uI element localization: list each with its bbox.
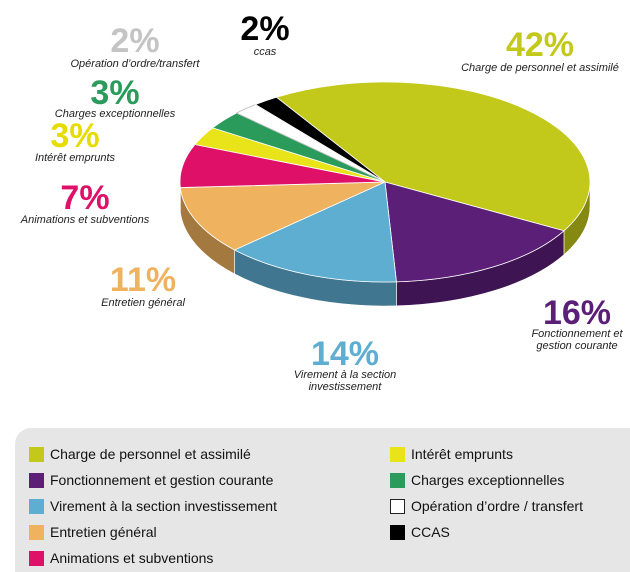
value-label: 2% bbox=[110, 22, 160, 60]
legend-item: Entretien général bbox=[29, 524, 157, 540]
slice-label: Intérêt emprunts bbox=[34, 152, 116, 164]
slice bbox=[254, 96, 386, 183]
slice-label: Fonctionnement et gestion courante bbox=[531, 328, 623, 352]
legend-swatch bbox=[29, 498, 44, 514]
legend-swatch bbox=[390, 524, 405, 540]
value-label: 16% bbox=[542, 294, 612, 332]
legend-label: Fonctionnement et gestion courante bbox=[50, 472, 274, 488]
slice-label: Charges exceptionnelles bbox=[54, 108, 176, 120]
slice-label: Virement à la section investissement bbox=[293, 369, 397, 393]
slice bbox=[233, 181, 397, 283]
legend-item: Fonctionnement et gestion courante bbox=[29, 472, 273, 488]
legend-item: Charges exceptionnelles bbox=[390, 472, 564, 488]
legend-label: Charges exceptionnelles bbox=[411, 472, 565, 488]
legend-swatch bbox=[29, 524, 44, 540]
legend-label: Entretien général bbox=[50, 524, 157, 540]
slice bbox=[384, 181, 565, 283]
legend-swatch bbox=[29, 550, 44, 566]
legend-item: Animations et subventions bbox=[29, 550, 213, 566]
legend-label: Intérêt emprunts bbox=[411, 446, 513, 462]
value-label: 3% bbox=[90, 74, 140, 112]
legend: Charge de personnel et assimilé Fonctionn… bbox=[15, 428, 630, 572]
legend-label: CCAS bbox=[411, 524, 450, 540]
legend-label: Animations et subventions bbox=[50, 550, 214, 566]
legend-item: Opération d’ordre / transfert bbox=[390, 498, 583, 514]
value-label: 11% bbox=[109, 261, 177, 299]
legend-label: Virement à la section investissement bbox=[50, 498, 277, 514]
legend-label: Opération d’ordre / transfert bbox=[411, 498, 583, 514]
legend-swatch bbox=[390, 472, 405, 488]
slice-label: Charge de personnel et assimilé bbox=[461, 62, 619, 74]
legend-swatch bbox=[390, 446, 405, 462]
slice bbox=[275, 81, 591, 232]
legend-label: Charge de personnel et assimilé bbox=[50, 446, 251, 462]
slice bbox=[179, 181, 386, 251]
value-label: 7% bbox=[60, 179, 110, 217]
value-label: 14% bbox=[310, 335, 380, 373]
value-label: 42% bbox=[505, 26, 575, 64]
legend-swatch bbox=[29, 446, 44, 462]
slice-label: Animations et subventions bbox=[20, 214, 150, 226]
legend-item: Virement à la section investissement bbox=[29, 498, 277, 514]
slice-label: ccas bbox=[253, 46, 277, 58]
legend-item: CCAS bbox=[390, 524, 450, 540]
slice-label: Entretien général bbox=[101, 297, 185, 309]
legend-item: Intérêt emprunts bbox=[390, 446, 513, 462]
pie bbox=[179, 81, 591, 307]
value-label: 3% bbox=[50, 117, 100, 155]
legend-swatch bbox=[390, 498, 405, 514]
value-label: 2% bbox=[240, 10, 290, 48]
slice-label: Opération d’ordre/transfert bbox=[70, 58, 200, 70]
legend-swatch bbox=[29, 472, 44, 488]
legend-item: Charge de personnel et assimilé bbox=[29, 446, 251, 462]
